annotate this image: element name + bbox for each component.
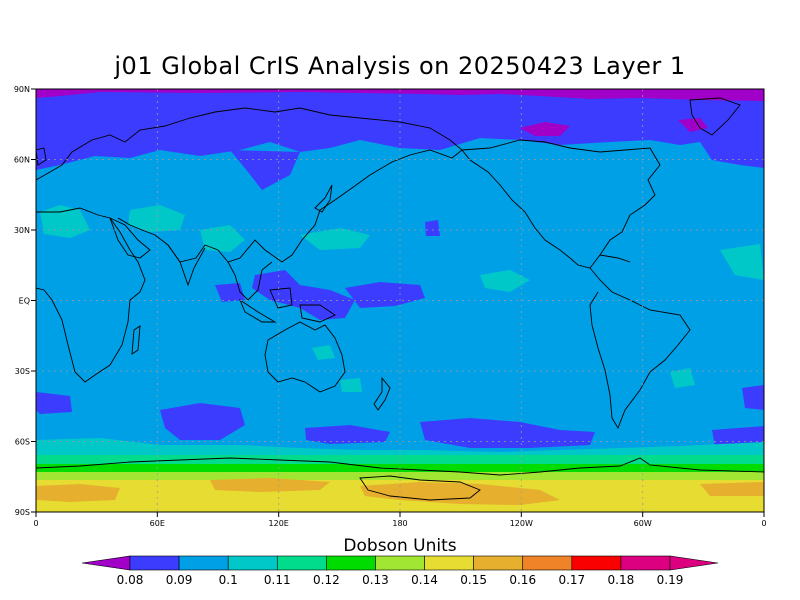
field-011-h [670,368,695,388]
coast-india [167,244,206,287]
field-011-f [480,270,530,292]
coast-madagascar [131,325,141,355]
field-north-008-blob [520,122,570,136]
colorbar-swatch [620,555,671,571]
colorbar-label: 0.16 [509,573,536,587]
colorbar-label: 0.09 [166,573,193,587]
coast-greenland [689,97,741,136]
colorbar-label: 0.12 [313,573,340,587]
colorbar-title: Dobson Units [343,536,457,556]
coastlines [36,97,764,501]
field-s-009-c [420,418,595,448]
field-s-011 [36,438,764,460]
lon-label: 120W [510,519,533,528]
colorbar-label: 0.13 [362,573,389,587]
colorbar-swatch [522,555,573,571]
field-011-c [200,225,245,252]
coast-namerica [461,139,661,269]
map-title: j01 Global CrIS Analysis on 20250423 Lay… [114,52,686,80]
field-s-009-e [712,426,764,448]
colorbar-swatch [227,555,278,571]
lon-labels: 0 60E 120E 180 120W 60W 0 [33,519,766,528]
field-011-e [720,244,764,280]
field-s-009-d [36,392,72,414]
colorbar-swatch [326,555,376,571]
coast-australia [264,321,346,393]
colorbar-label: 0.18 [608,573,635,587]
field-s-012 [36,455,764,466]
field-009-wpac [215,283,245,302]
lat-label: EQ [19,297,30,306]
field-011-g [312,345,335,360]
field-s-009-b [305,425,390,444]
coast-indonesia2 [269,287,293,309]
coast-antarctica [36,457,764,476]
coast-newguinea [299,304,336,323]
coast-indonesia1 [239,298,277,323]
colorbar-swatch [424,555,474,571]
field-011-d [300,228,370,250]
colorbar-min-triangle [81,555,131,571]
colorbar-label: 0.08 [117,573,144,587]
colorbar-label: 0.17 [558,573,585,587]
coast-nz [373,376,391,411]
field-north-008 [36,89,764,101]
colorbar-swatch [473,555,524,571]
field-s-016-a [36,484,120,502]
colorbar-max-triangle [669,555,719,571]
tick-marks [31,88,765,517]
lat-label: 60N [14,156,30,165]
lon-label: 60E [150,519,165,528]
lat-label: 90N [14,85,30,94]
colorbar-swatch [375,555,425,571]
field-north-009c [230,150,300,190]
coast-africa [36,207,146,383]
colorbar-label: 0.15 [460,573,487,587]
field-009-indo [252,270,355,320]
field-s-009-f [742,385,764,410]
lon-label: 60W [634,519,652,528]
coast-seasia [227,261,273,301]
lon-label: 120E [269,519,289,528]
field-s-016-d [700,482,764,496]
field-north-009 [36,89,764,170]
field-011-i [340,378,362,392]
lat-label: 30S [15,367,30,376]
coast-uk [36,147,47,166]
colorbar-swatch [276,555,327,571]
field-s-016-b [210,478,330,492]
colorbar-swatch [571,555,622,571]
colorbar-label: 0.1 [219,573,238,587]
field-s-016-c [360,482,560,505]
field-s-009-a [160,403,245,440]
colorbar-label: 0.11 [264,573,291,587]
coast-samerica [589,267,691,430]
lon-label: 180 [392,519,407,528]
coast-japan [314,184,333,213]
colorbar-label: 0.19 [657,573,684,587]
coast-arabia [109,217,151,259]
field-009-pac [345,282,425,308]
coast-eurasia [36,107,463,263]
colorbar-label: 0.14 [411,573,438,587]
colorbar-swatch [178,555,229,571]
lon-label: 0 [761,519,766,528]
field-011-b [128,205,185,232]
lat-labels: 90N 60N 30N EQ 30S 60S 90S [14,85,30,517]
colorbar: 0.08 0.09 0.1 0.11 0.12 0.13 0.14 0.15 0.16 0.17 0… [81,555,719,587]
colorbar-swatch [129,555,180,571]
lat-label: 60S [15,438,30,447]
field-011-a [40,205,90,238]
coast-ross [359,475,481,501]
lat-label: 90S [15,508,30,517]
field-009-aus [425,220,440,236]
lat-label: 30N [14,226,30,235]
graticule [36,89,764,512]
field-north-009b [700,142,764,168]
lon-label: 0 [33,519,38,528]
coast-caribbean [599,254,631,263]
